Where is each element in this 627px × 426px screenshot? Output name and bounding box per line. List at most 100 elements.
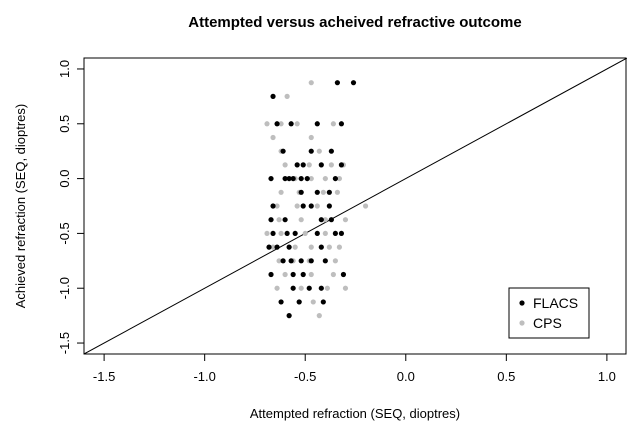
point-flacs xyxy=(308,203,314,209)
point-flacs xyxy=(332,230,338,237)
point-flacs xyxy=(290,175,296,182)
point-flacs xyxy=(314,230,320,237)
point-cps xyxy=(274,203,280,209)
point-cps xyxy=(294,203,300,209)
point-flacs xyxy=(318,217,324,223)
point-flacs xyxy=(270,203,276,209)
point-flacs xyxy=(288,258,294,264)
point-flacs xyxy=(328,148,334,154)
reference-line xyxy=(84,58,627,354)
point-flacs xyxy=(338,121,345,127)
point-cps xyxy=(270,134,276,141)
point-flacs xyxy=(338,230,345,237)
y-tick-label: 1.0 xyxy=(57,60,72,78)
point-flacs xyxy=(292,230,298,237)
point-cps xyxy=(322,175,328,182)
y-tick-label: 0.5 xyxy=(57,115,72,133)
point-cps xyxy=(306,162,312,168)
point-flacs xyxy=(298,189,304,195)
y-axis-label: Achieved refraction (SEQ, dioptres) xyxy=(13,104,28,308)
point-flacs xyxy=(322,258,328,264)
point-cps xyxy=(276,217,282,223)
point-cps xyxy=(302,230,308,237)
point-flacs xyxy=(274,121,280,127)
point-cps xyxy=(310,299,316,305)
point-flacs xyxy=(282,175,288,182)
point-cps xyxy=(330,121,336,127)
point-cps xyxy=(278,189,284,195)
point-cps xyxy=(322,230,328,237)
point-flacs xyxy=(288,121,294,127)
point-cps xyxy=(278,121,284,127)
point-cps xyxy=(326,244,332,250)
legend-marker-cps xyxy=(519,320,525,326)
point-flacs xyxy=(314,121,320,127)
point-cps xyxy=(320,189,326,195)
x-tick-label: -0.5 xyxy=(294,369,316,384)
point-cps xyxy=(294,121,300,127)
point-cps xyxy=(264,121,270,127)
x-tick-label: -1.0 xyxy=(193,369,215,384)
legend-label-flacs: FLACS xyxy=(533,295,578,311)
point-flacs xyxy=(298,258,304,264)
point-flacs xyxy=(338,162,345,168)
point-cps xyxy=(282,271,288,278)
point-cps xyxy=(264,230,270,237)
point-flacs xyxy=(318,162,324,168)
point-cps xyxy=(278,230,284,237)
point-cps xyxy=(308,134,314,141)
point-flacs xyxy=(280,258,286,264)
point-flacs xyxy=(284,230,290,237)
point-cps xyxy=(314,203,320,209)
point-flacs xyxy=(286,313,292,319)
x-tick-label: -1.5 xyxy=(93,369,115,384)
point-flacs xyxy=(268,175,274,182)
point-flacs xyxy=(326,203,332,209)
point-flacs xyxy=(306,285,312,291)
point-cps xyxy=(308,175,314,182)
point-flacs xyxy=(340,271,347,278)
point-flacs xyxy=(314,189,320,195)
legend-box xyxy=(508,287,590,339)
point-cps xyxy=(298,217,304,223)
point-cps xyxy=(282,162,288,168)
y-tick-label: -1.5 xyxy=(57,332,72,354)
point-cps xyxy=(292,244,298,250)
point-cps xyxy=(298,285,304,291)
point-flacs xyxy=(286,175,292,182)
point-flacs xyxy=(300,271,306,278)
point-flacs xyxy=(300,203,306,209)
point-flacs xyxy=(270,93,276,99)
point-flacs xyxy=(266,244,272,250)
point-flacs xyxy=(318,244,324,250)
point-cps xyxy=(308,80,314,86)
point-cps xyxy=(270,244,276,250)
point-cps xyxy=(316,313,322,319)
point-flacs xyxy=(274,244,280,250)
point-flacs xyxy=(268,271,274,278)
x-tick-label: 0.0 xyxy=(397,369,415,384)
point-cps xyxy=(316,148,322,154)
point-cps xyxy=(284,93,290,99)
legend: FLACS CPS xyxy=(508,287,590,339)
point-cps xyxy=(328,162,334,168)
point-flacs xyxy=(278,299,284,305)
point-flacs xyxy=(300,162,306,168)
point-cps xyxy=(324,285,330,291)
point-flacs xyxy=(308,258,314,264)
point-flacs xyxy=(270,230,276,237)
point-flacs xyxy=(328,217,334,223)
point-cps xyxy=(342,285,349,291)
point-cps xyxy=(342,217,349,223)
point-flacs xyxy=(290,271,296,278)
point-flacs xyxy=(350,80,357,86)
point-flacs xyxy=(326,189,332,195)
y-tick-label: 0.0 xyxy=(57,170,72,188)
point-flacs xyxy=(280,148,286,154)
point-cps xyxy=(332,258,338,264)
point-flacs xyxy=(268,217,274,223)
point-flacs xyxy=(282,217,288,223)
y-tick-label: -0.5 xyxy=(57,222,72,244)
x-axis-label: Attempted refraction (SEQ, dioptres) xyxy=(250,406,460,421)
